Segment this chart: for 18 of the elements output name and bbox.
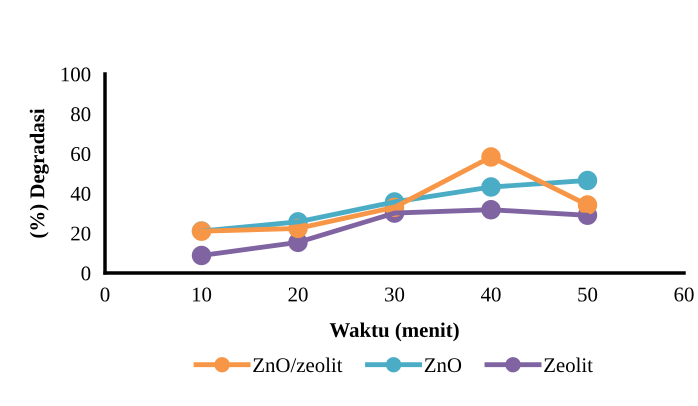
x-tick-label: 60: [674, 287, 694, 302]
y-tick-label: 0: [81, 266, 90, 280]
y-axis-title: (%) Degradasi: [30, 108, 49, 238]
legend-label: ZnO: [424, 358, 462, 372]
x-tick-label: 50: [578, 287, 598, 302]
x-tick-label: 20: [288, 287, 308, 302]
x-axis-title: Waktu (menit): [330, 322, 459, 342]
x-tick-label: 40: [480, 287, 501, 302]
y-tick-label: 80: [71, 107, 90, 122]
x-tick-label: 0: [100, 287, 110, 302]
y-tick-label: 60: [71, 146, 90, 162]
legend-label: ZnO/zeolit: [253, 358, 342, 372]
x-tick-label: 10: [192, 287, 212, 302]
legend-label: Zeolit: [544, 358, 593, 372]
y-tick-label: 20: [71, 226, 90, 241]
x-tick-label: 30: [385, 287, 404, 302]
y-tick-label: 100: [62, 67, 90, 82]
y-tick-label: 40: [70, 186, 90, 201]
